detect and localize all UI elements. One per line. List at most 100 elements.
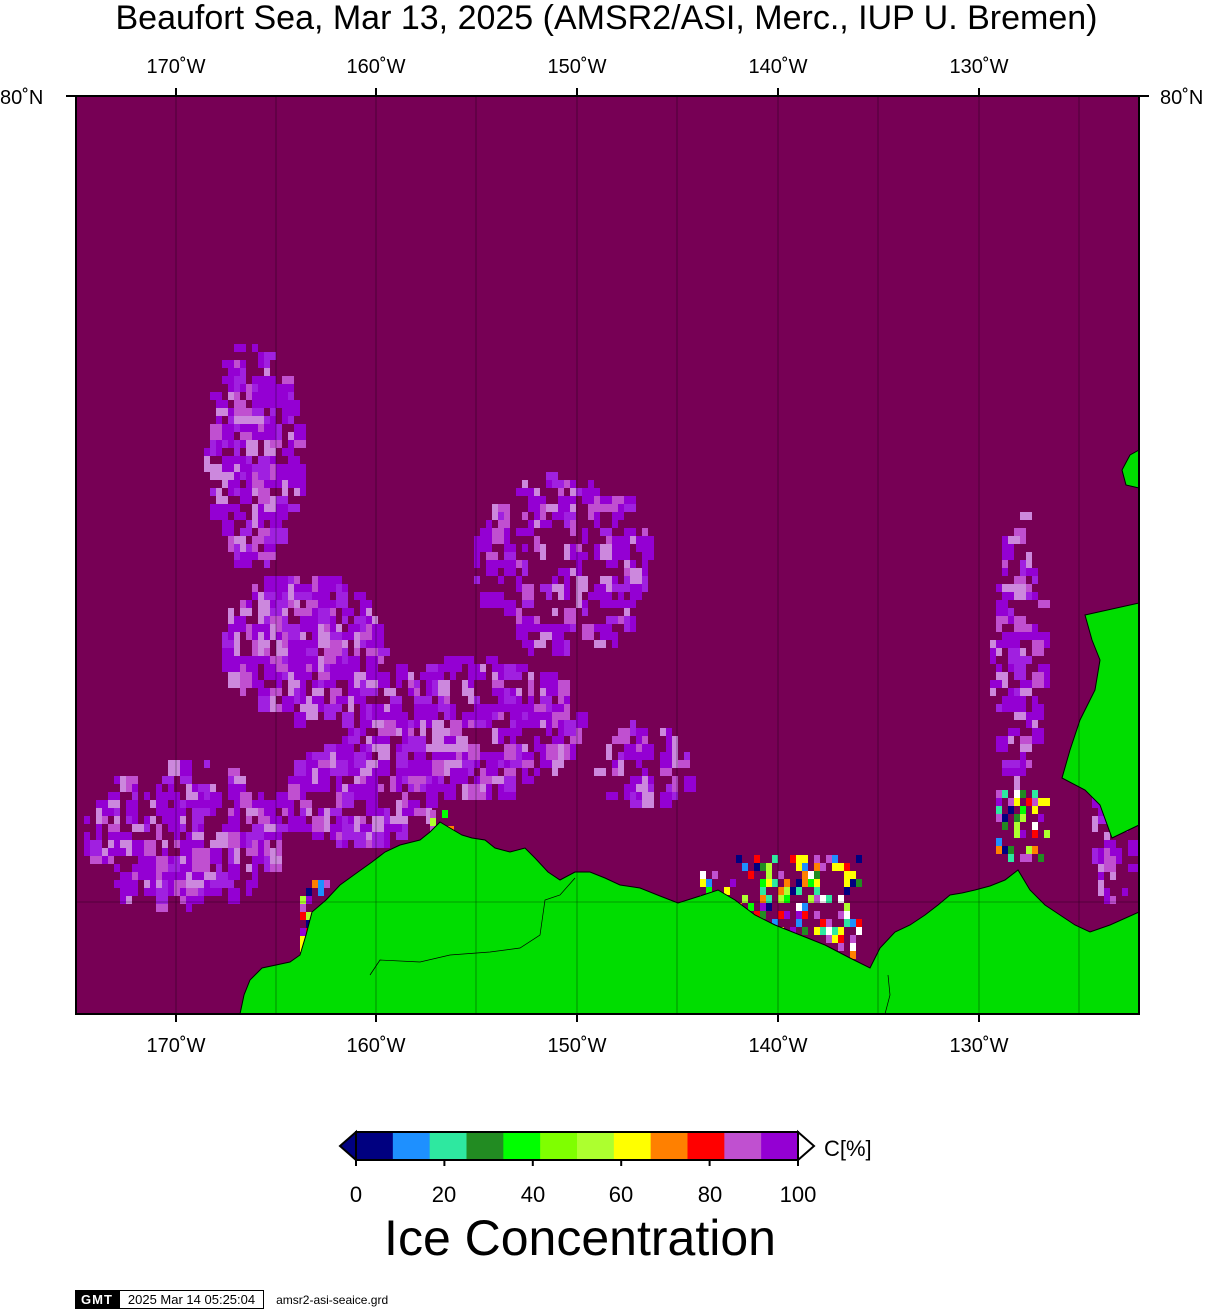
ice-pixel bbox=[300, 776, 312, 792]
mixed-ice-pixel bbox=[1014, 822, 1020, 830]
ice-pixel bbox=[270, 416, 276, 424]
ice-pixel bbox=[234, 632, 240, 648]
ice-pixel bbox=[318, 656, 324, 672]
ice-pixel bbox=[246, 880, 252, 896]
ice-pixel bbox=[282, 448, 288, 456]
ice-pixel bbox=[234, 776, 246, 784]
mixed-ice-pixel bbox=[442, 810, 448, 818]
ice-pixel bbox=[1014, 696, 1026, 712]
ice-pixel bbox=[144, 816, 150, 824]
ice-pixel bbox=[342, 832, 348, 840]
ice-pixel bbox=[606, 616, 618, 624]
ice-pixel bbox=[288, 456, 300, 464]
ice-pixel bbox=[1002, 544, 1014, 560]
mixed-ice-pixel bbox=[826, 895, 832, 903]
ice-pixel bbox=[510, 736, 516, 744]
ice-pixel bbox=[162, 848, 168, 856]
ice-pixel bbox=[354, 816, 360, 832]
ice-pixel bbox=[552, 640, 564, 656]
ice-pixel bbox=[402, 728, 408, 744]
mixed-ice-pixel bbox=[306, 912, 312, 920]
ice-pixel bbox=[528, 520, 534, 536]
mixed-ice-pixel bbox=[1026, 798, 1032, 806]
ice-pixel bbox=[372, 808, 378, 816]
ice-pixel bbox=[1128, 864, 1140, 872]
ice-pixel bbox=[540, 720, 546, 728]
ice-pixel bbox=[450, 704, 456, 720]
ice-pixel bbox=[240, 680, 246, 696]
ice-pixel bbox=[558, 744, 564, 752]
mixed-ice-pixel bbox=[700, 871, 706, 879]
colorbar bbox=[338, 1129, 816, 1166]
ice-pixel bbox=[246, 448, 258, 456]
ice-pixel bbox=[630, 792, 636, 808]
ice-pixel bbox=[222, 480, 228, 488]
ice-pixel bbox=[336, 672, 348, 680]
mixed-ice-pixel bbox=[300, 904, 306, 912]
ice-pixel bbox=[162, 776, 174, 784]
ice-pixel bbox=[618, 728, 630, 744]
ice-pixel bbox=[96, 824, 102, 840]
ice-pixel bbox=[264, 424, 270, 432]
ice-pixel bbox=[294, 480, 300, 488]
ice-pixel bbox=[576, 488, 582, 496]
ice-pixel bbox=[450, 728, 462, 736]
ice-pixel bbox=[396, 816, 408, 824]
ice-pixel bbox=[1110, 872, 1116, 880]
ice-pixel bbox=[360, 776, 366, 784]
ice-pixel bbox=[180, 760, 192, 776]
mixed-ice-pixel bbox=[748, 871, 754, 879]
ice-pixel bbox=[300, 616, 306, 632]
ice-pixel bbox=[234, 440, 240, 456]
mixed-ice-pixel bbox=[814, 887, 820, 895]
ice-pixel bbox=[144, 840, 156, 856]
ice-pixel bbox=[432, 736, 444, 752]
ice-pixel bbox=[468, 720, 474, 728]
ice-pixel bbox=[426, 720, 432, 728]
ice-pixel bbox=[246, 816, 252, 824]
ice-pixel bbox=[282, 592, 288, 600]
ice-pixel bbox=[234, 800, 240, 816]
ice-pixel bbox=[1008, 728, 1020, 736]
ice-pixel bbox=[576, 712, 588, 728]
ice-pixel bbox=[252, 856, 264, 864]
ice-pixel bbox=[612, 600, 618, 608]
ice-pixel bbox=[282, 616, 288, 632]
ice-pixel bbox=[258, 600, 270, 616]
ice-pixel bbox=[150, 872, 156, 888]
ice-pixel bbox=[186, 888, 198, 896]
ice-pixel bbox=[486, 656, 498, 664]
ice-pixel bbox=[348, 824, 354, 832]
ice-pixel bbox=[252, 536, 258, 552]
ice-pixel bbox=[1014, 776, 1020, 792]
ice-pixel bbox=[576, 592, 582, 608]
ice-pixel bbox=[1104, 848, 1110, 856]
ice-pixel bbox=[150, 816, 156, 824]
ice-pixel bbox=[372, 712, 378, 720]
ice-pixel bbox=[1032, 592, 1038, 600]
timestamp: 2025 Mar 14 05:25:04 bbox=[118, 1290, 265, 1309]
ice-pixel bbox=[1008, 664, 1014, 672]
ice-pixel bbox=[228, 408, 234, 416]
ice-pixel bbox=[492, 528, 504, 536]
ice-pixel bbox=[168, 760, 180, 776]
ice-pixel bbox=[240, 608, 252, 616]
ice-pixel bbox=[378, 768, 390, 776]
ice-pixel bbox=[246, 832, 252, 848]
ice-pixel bbox=[582, 608, 588, 616]
mixed-ice-pixel bbox=[826, 927, 832, 935]
ice-pixel bbox=[540, 504, 546, 520]
ice-pixel bbox=[132, 840, 144, 848]
ice-pixel bbox=[1026, 592, 1032, 600]
ice-pixel bbox=[546, 504, 558, 512]
ice-pixel bbox=[228, 648, 234, 656]
ice-pixel bbox=[378, 704, 384, 720]
ice-pixel bbox=[342, 712, 354, 728]
ice-pixel bbox=[486, 784, 492, 800]
mixed-ice-pixel bbox=[850, 943, 856, 951]
ice-pixel bbox=[498, 704, 510, 712]
ice-pixel bbox=[312, 592, 324, 600]
ice-pixel bbox=[216, 488, 222, 504]
ice-pixel bbox=[384, 688, 396, 696]
ice-pixel bbox=[540, 688, 546, 696]
